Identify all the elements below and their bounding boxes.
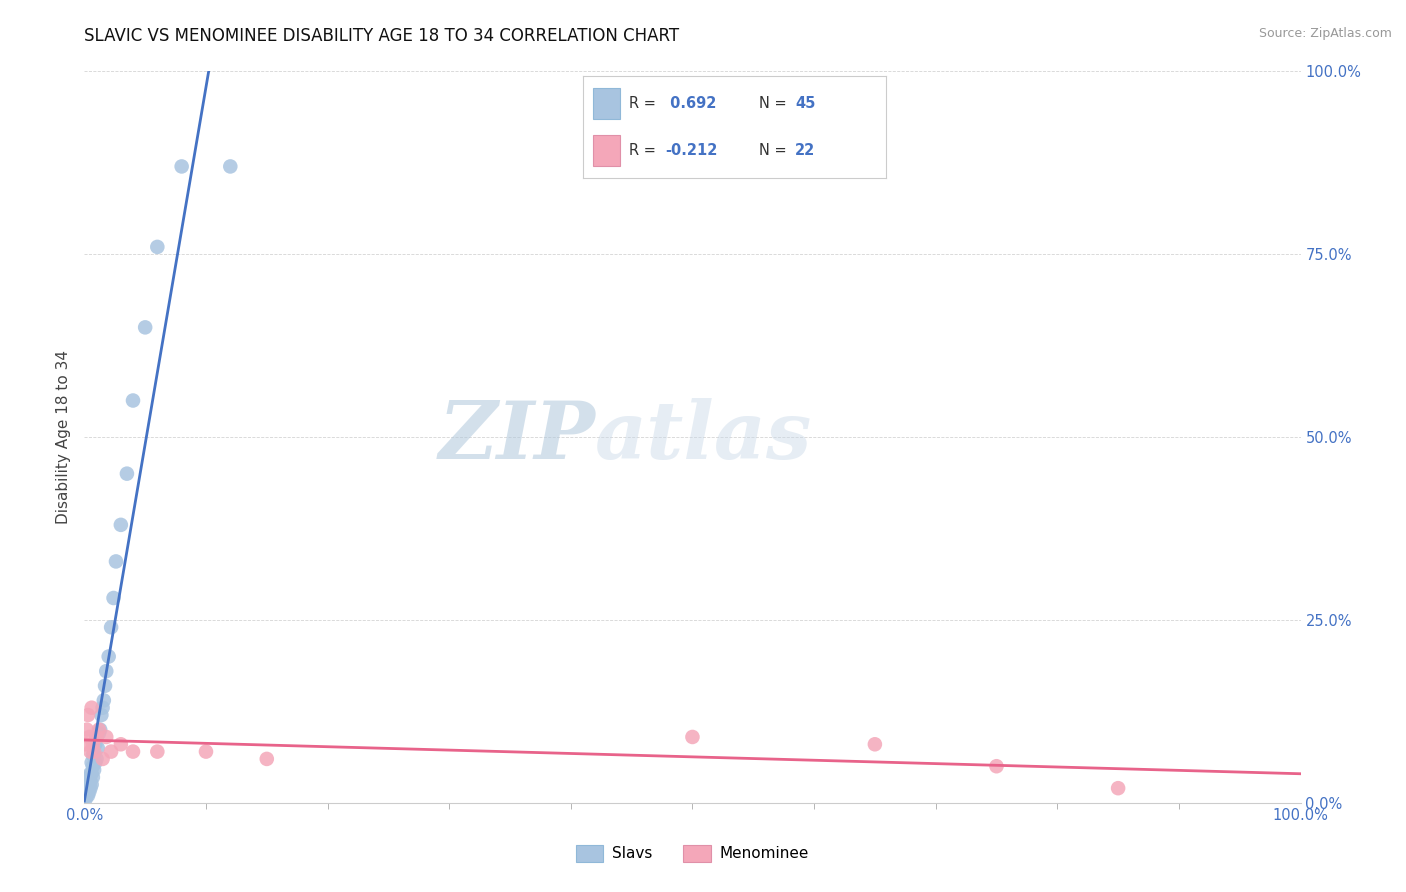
Point bbox=[86, 730, 108, 744]
Point bbox=[219, 160, 242, 174]
Y-axis label: Disability Age 18 to 34: Disability Age 18 to 34 bbox=[56, 350, 72, 524]
Point bbox=[87, 726, 110, 740]
Point bbox=[76, 781, 98, 796]
Point bbox=[77, 777, 100, 792]
Text: Source: ZipAtlas.com: Source: ZipAtlas.com bbox=[1258, 27, 1392, 40]
Point bbox=[82, 759, 104, 773]
Point bbox=[103, 591, 125, 605]
Text: N =: N = bbox=[759, 144, 792, 158]
Bar bbox=[592, 136, 620, 166]
Point bbox=[986, 759, 1008, 773]
Point bbox=[80, 700, 103, 714]
Legend: Slavs, Menominee: Slavs, Menominee bbox=[569, 838, 815, 868]
Point bbox=[146, 745, 169, 759]
Point bbox=[115, 467, 138, 481]
Point bbox=[83, 763, 105, 777]
Text: SLAVIC VS MENOMINEE DISABILITY AGE 18 TO 34 CORRELATION CHART: SLAVIC VS MENOMINEE DISABILITY AGE 18 TO… bbox=[84, 27, 679, 45]
Point bbox=[82, 737, 104, 751]
Text: 0.692: 0.692 bbox=[665, 96, 717, 111]
Point bbox=[82, 748, 104, 763]
Text: R =: R = bbox=[628, 96, 661, 111]
Point bbox=[79, 781, 101, 796]
Point bbox=[97, 649, 120, 664]
Text: ZIP: ZIP bbox=[439, 399, 595, 475]
Point bbox=[110, 517, 132, 532]
Point bbox=[146, 240, 169, 254]
Point bbox=[93, 693, 115, 707]
Point bbox=[80, 777, 103, 792]
Point bbox=[77, 708, 100, 723]
Point bbox=[77, 789, 100, 803]
Text: -0.212: -0.212 bbox=[665, 144, 717, 158]
Point bbox=[84, 737, 107, 751]
Point bbox=[90, 708, 112, 723]
Point bbox=[87, 740, 110, 755]
Point bbox=[96, 664, 118, 678]
Point bbox=[134, 320, 156, 334]
Point bbox=[86, 752, 108, 766]
Point bbox=[80, 756, 103, 770]
Bar bbox=[592, 88, 620, 119]
Text: R =: R = bbox=[628, 144, 661, 158]
Point bbox=[100, 620, 122, 634]
Point bbox=[87, 723, 110, 737]
Point bbox=[863, 737, 886, 751]
Point bbox=[89, 723, 111, 737]
Point bbox=[76, 785, 98, 799]
Point bbox=[122, 393, 145, 408]
Point bbox=[75, 737, 97, 751]
Point bbox=[84, 756, 107, 770]
Point bbox=[83, 748, 105, 763]
Point bbox=[682, 730, 704, 744]
Point bbox=[80, 766, 103, 780]
Text: 45: 45 bbox=[796, 96, 815, 111]
Point bbox=[75, 789, 97, 803]
Point bbox=[94, 679, 117, 693]
Point bbox=[104, 554, 127, 568]
Point bbox=[122, 745, 145, 759]
Text: 22: 22 bbox=[796, 144, 815, 158]
Point bbox=[86, 730, 108, 744]
Point bbox=[170, 160, 193, 174]
Point bbox=[76, 789, 98, 803]
Point bbox=[75, 792, 97, 806]
Point bbox=[79, 745, 101, 759]
Point bbox=[79, 766, 101, 780]
Point bbox=[1107, 781, 1129, 796]
Point bbox=[110, 737, 132, 751]
Point bbox=[195, 745, 218, 759]
Point bbox=[76, 723, 98, 737]
Point bbox=[83, 745, 105, 759]
Point bbox=[91, 700, 114, 714]
Point bbox=[77, 730, 100, 744]
Point bbox=[77, 785, 100, 799]
Point bbox=[82, 770, 104, 784]
Point bbox=[77, 770, 100, 784]
Point bbox=[91, 752, 114, 766]
Text: atlas: atlas bbox=[595, 399, 813, 475]
Point bbox=[79, 773, 101, 788]
Text: N =: N = bbox=[759, 96, 792, 111]
Point bbox=[77, 773, 100, 788]
Point bbox=[96, 730, 118, 744]
Point bbox=[100, 745, 122, 759]
Point bbox=[256, 752, 278, 766]
Point bbox=[77, 781, 100, 796]
